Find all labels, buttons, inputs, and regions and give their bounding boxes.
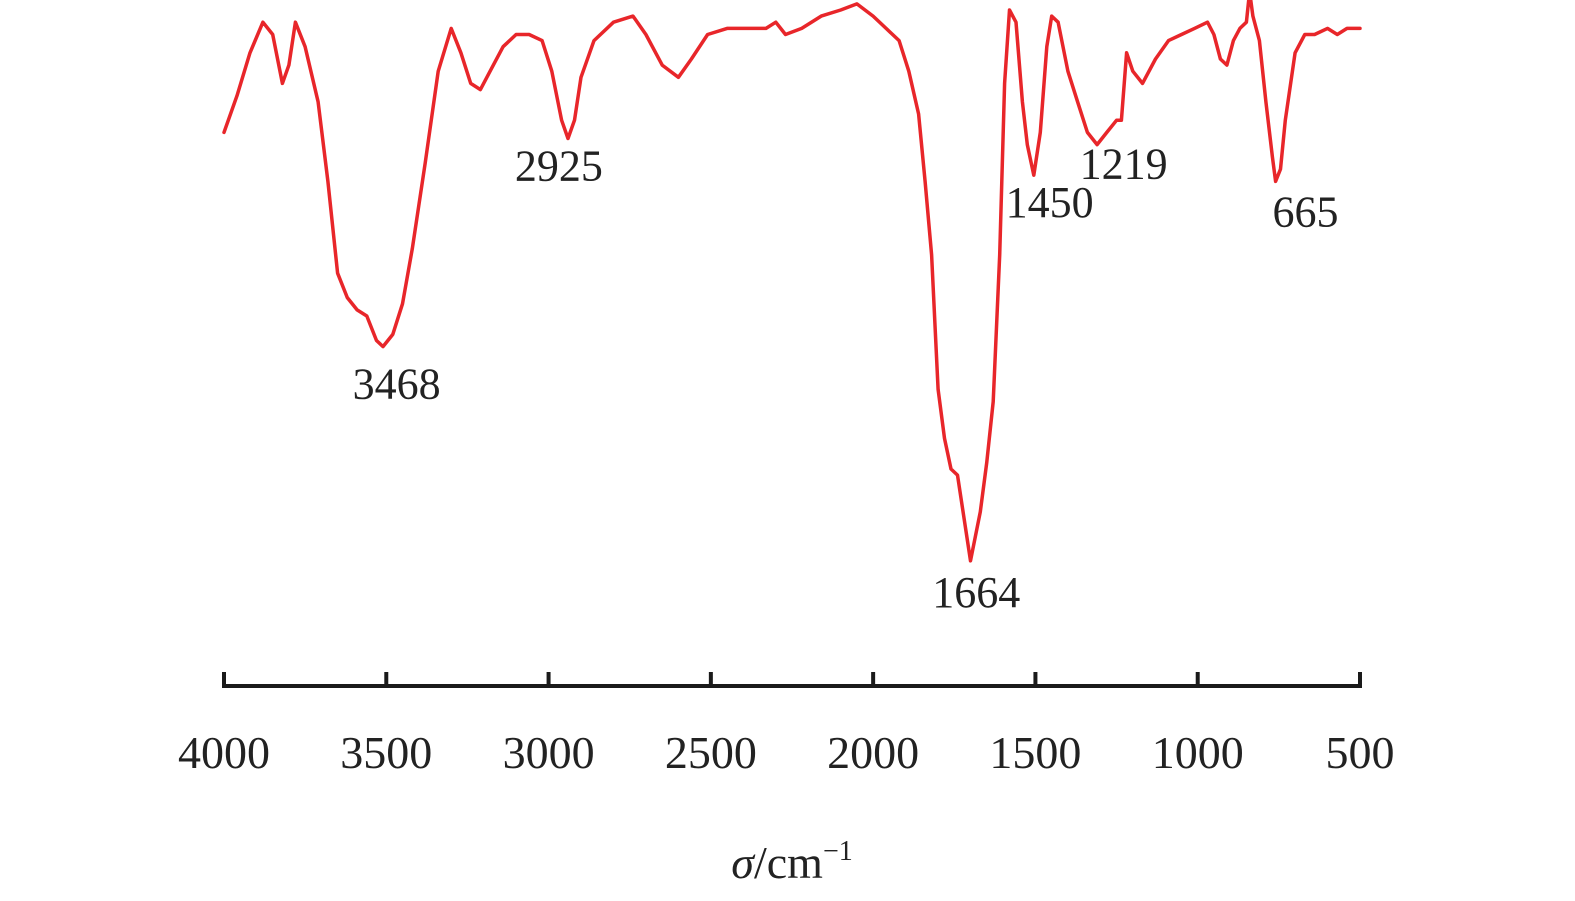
x-tick-labels: 4000 3500 3000 2500 2000 1500 1000 500 bbox=[178, 727, 1395, 778]
x-tick-label-2500: 2500 bbox=[665, 727, 757, 778]
peak-label-665: 665 bbox=[1272, 187, 1338, 236]
peak-label-1450: 1450 bbox=[1006, 178, 1094, 227]
x-tick-label-2000: 2000 bbox=[827, 727, 919, 778]
peak-label-3468: 3468 bbox=[353, 360, 441, 409]
x-tick-label-500: 500 bbox=[1326, 727, 1395, 778]
peak-label-2925: 2925 bbox=[515, 142, 603, 191]
x-axis-label: σ/cm−1 bbox=[731, 836, 852, 888]
x-tick-label-1500: 1500 bbox=[989, 727, 1081, 778]
peak-label-1219: 1219 bbox=[1080, 140, 1168, 189]
x-tick-label-3500: 3500 bbox=[340, 727, 432, 778]
peak-label-1664: 1664 bbox=[932, 568, 1020, 617]
x-axis-label-symbol: σ bbox=[731, 837, 756, 888]
x-tick-label-4000: 4000 bbox=[178, 727, 270, 778]
x-tick-label-3000: 3000 bbox=[503, 727, 595, 778]
x-tick-label-1000: 1000 bbox=[1152, 727, 1244, 778]
x-axis: 4000 3500 3000 2500 2000 1500 1000 500 bbox=[178, 672, 1395, 778]
x-axis-label-unit: /cm bbox=[754, 837, 823, 888]
spectrum-line bbox=[222, 0, 1362, 563]
x-ticks bbox=[222, 672, 1362, 686]
x-axis-label-superscript: −1 bbox=[823, 836, 853, 867]
